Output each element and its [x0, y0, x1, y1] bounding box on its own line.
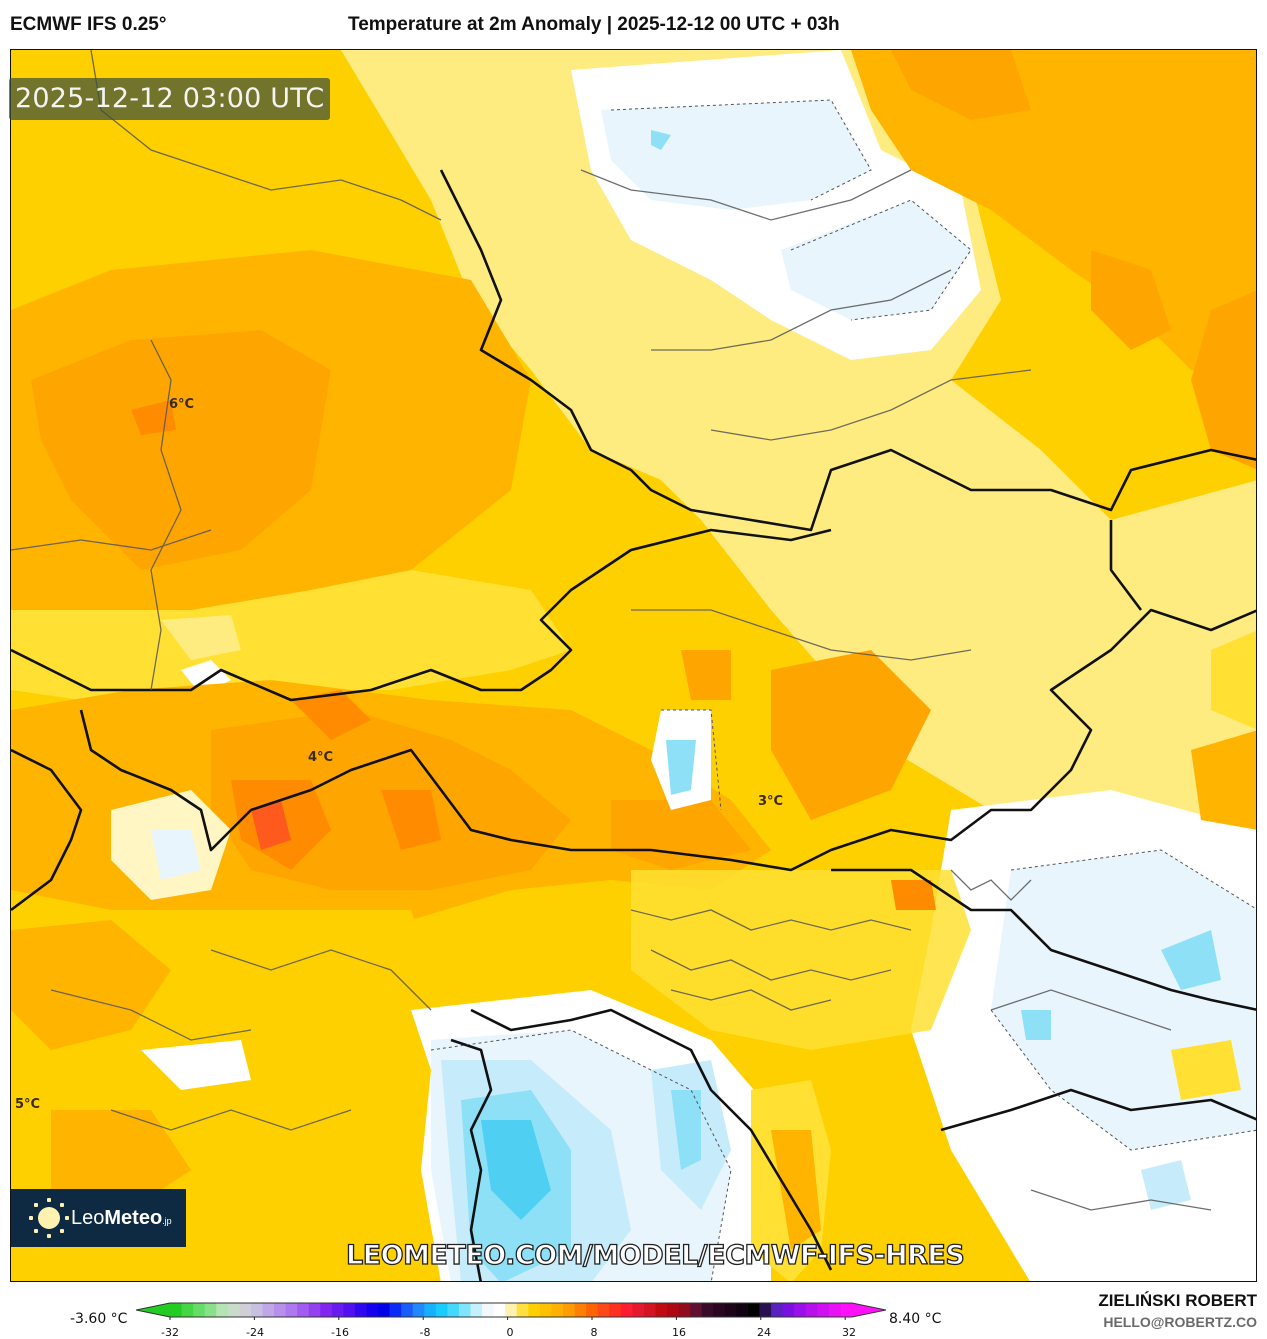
author-name: ZIELIŃSKI ROBERT [1098, 1291, 1257, 1310]
model-name: ECMWF IFS 0.25° [10, 14, 167, 35]
colorbar-tick: 32 [842, 1326, 856, 1339]
source-url-watermark: LEOMETEO.COM/MODEL/ECMWF-IFS-HRES [345, 1239, 965, 1271]
contour-label-6c: 6°C [169, 397, 195, 412]
anomaly-map[interactable]: 6°C 4°C 3°C 5°C [10, 49, 1257, 1282]
colorbar-tick: 0 [506, 1326, 514, 1339]
logo-text: LeoMeteo.jp [71, 1206, 172, 1229]
contour-label-5c: 5°C [15, 1097, 41, 1112]
colorbar-min-label: -3.60 °C [70, 1311, 128, 1327]
colorbar-max-label: 8.40 °C [889, 1311, 942, 1327]
map-canvas [11, 50, 1256, 1281]
author-credit: ZIELIŃSKI ROBERT HELLO@ROBERTZ.CO [1098, 1291, 1257, 1330]
colorbar-tick: 8 [590, 1326, 598, 1339]
colorbar-tick: 24 [757, 1326, 771, 1339]
colorbar-tick: 16 [672, 1326, 686, 1339]
colorbar-tick: -32 [161, 1326, 179, 1339]
colorbar [136, 1302, 886, 1320]
author-email[interactable]: HELLO@ROBERTZ.CO [1103, 1314, 1257, 1330]
chart-title: Temperature at 2m Anomaly | 2025-12-12 0… [348, 14, 840, 35]
contour-label-4c: 4°C [308, 750, 334, 765]
sun-icon [29, 1198, 69, 1238]
colorbar-tick: -16 [331, 1326, 349, 1339]
valid-time-badge: 2025-12-12 03:00 UTC [9, 78, 331, 120]
contour-label-3c: 3°C [758, 794, 784, 809]
colorbar-tick: -8 [419, 1326, 431, 1339]
leometeo-logo[interactable]: LeoMeteo.jp [11, 1189, 186, 1247]
colorbar-tick: -24 [246, 1326, 264, 1339]
